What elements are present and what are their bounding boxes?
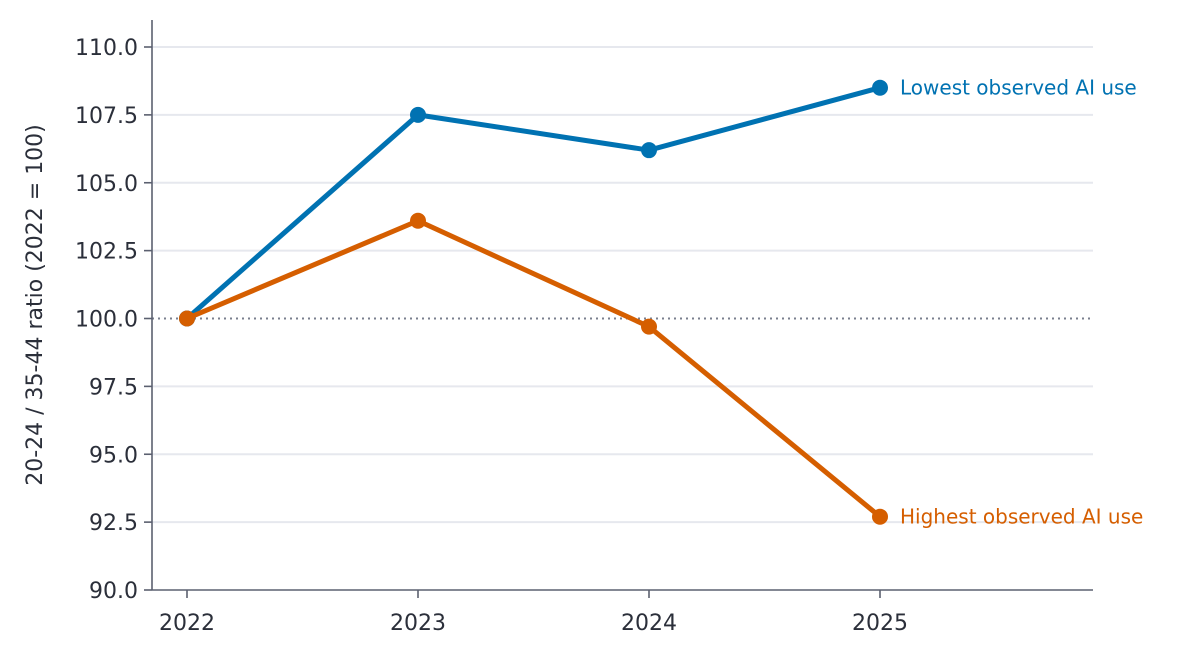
y-tick-label: 107.5 <box>75 104 138 129</box>
series-2: Highest observed AI use <box>179 212 1143 529</box>
y-tick-label: 105.0 <box>75 172 138 197</box>
y-tick-label: 90.0 <box>89 579 138 604</box>
y-tick-label: 100.0 <box>75 308 138 333</box>
series-label: Lowest observed AI use <box>900 76 1137 100</box>
grid-lines <box>152 46 1093 524</box>
y-tick-label: 110.0 <box>75 36 138 61</box>
series-layer: Lowest observed AI use Highest observed A… <box>179 76 1143 529</box>
x-tick-label: 2022 <box>159 611 215 636</box>
data-point <box>872 508 888 525</box>
series-line <box>184 218 883 520</box>
series-line <box>184 85 883 321</box>
y-tick-label: 92.5 <box>89 511 138 536</box>
data-point <box>641 318 657 335</box>
x-tick-label: 2025 <box>852 611 908 636</box>
series-1: Lowest observed AI use <box>179 76 1137 327</box>
y-axis-title: 20-24 / 35-44 ratio (2022 = 100) <box>23 124 48 486</box>
y-axis-ticks: 90.0 92.5 95.0 97.5 100.0 102.5 105.0 107.5 110.… <box>75 36 152 604</box>
y-tick-label: 102.5 <box>75 240 138 265</box>
data-point <box>872 79 888 96</box>
x-tick-label: 2024 <box>621 611 677 636</box>
x-tick-label: 2023 <box>390 611 446 636</box>
x-axis-ticks: 2022 2023 2024 2025 <box>159 590 908 636</box>
data-point <box>410 212 426 229</box>
y-tick-label: 95.0 <box>89 443 138 468</box>
y-tick-label: 97.5 <box>89 375 138 400</box>
data-point <box>410 106 426 123</box>
series-label: Highest observed AI use <box>900 505 1143 529</box>
data-point <box>179 310 195 327</box>
data-point <box>641 142 657 159</box>
